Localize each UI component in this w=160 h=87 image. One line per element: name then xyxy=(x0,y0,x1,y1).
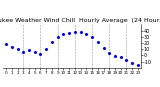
Point xyxy=(22,51,24,52)
Point xyxy=(68,32,70,34)
Point xyxy=(79,32,82,33)
Point xyxy=(45,49,48,50)
Point xyxy=(131,62,133,64)
Point xyxy=(137,65,139,66)
Title: Milwaukee Weather Wind Chill  Hourly Average  (24 Hours): Milwaukee Weather Wind Chill Hourly Aver… xyxy=(0,18,160,23)
Point xyxy=(102,47,105,49)
Point xyxy=(108,52,111,54)
Point xyxy=(39,53,42,54)
Point xyxy=(85,33,88,34)
Point xyxy=(16,49,19,50)
Point xyxy=(74,31,76,33)
Point xyxy=(33,52,36,53)
Point xyxy=(125,60,128,61)
Point xyxy=(96,41,99,42)
Point xyxy=(91,36,93,37)
Point xyxy=(56,36,59,37)
Point xyxy=(11,46,13,47)
Point xyxy=(62,34,65,35)
Point xyxy=(51,41,53,42)
Point xyxy=(120,56,122,57)
Point xyxy=(5,44,7,45)
Point xyxy=(114,55,116,57)
Point xyxy=(28,50,30,51)
